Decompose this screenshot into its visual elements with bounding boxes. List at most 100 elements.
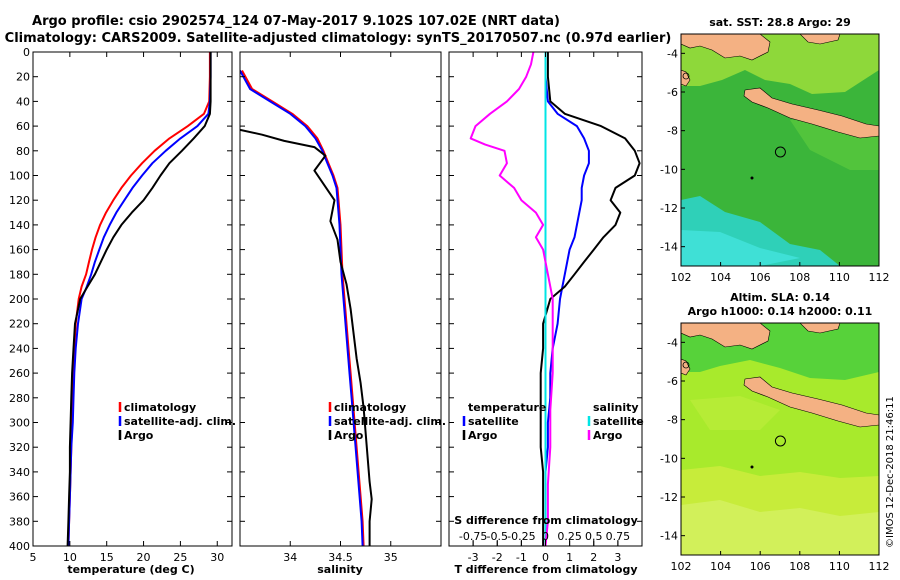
sst-map-argo-position-marker	[774, 146, 786, 158]
salinity-xtick-label: 35	[384, 551, 398, 564]
sst-map-xtick-label: 112	[869, 271, 890, 284]
sla-map-ytick-label: -4	[667, 336, 678, 349]
depth-ytick-label: 80	[16, 145, 30, 158]
salinity-legend: climatology satellite-adj. clim. Argo	[334, 401, 446, 442]
sst-map-ytick-label: -14	[660, 241, 678, 254]
difference-s-tick-label: -0.25	[507, 530, 535, 543]
depth-ytick-label: 400	[9, 540, 30, 553]
difference-legend-salinity: salinity satellite Argo	[593, 401, 644, 442]
sla-map-ytick-label: -12	[660, 491, 678, 504]
salinity-panel: 34 34.5 35 climatology satellite-adj. clim…	[239, 51, 446, 576]
depth-ytick-label: 300	[9, 417, 30, 430]
salinity-legend-climatology: climatology	[334, 401, 406, 414]
depth-ytick-label: 360	[9, 491, 30, 504]
difference-xtick-label: -2	[492, 551, 503, 564]
legend-salinity-satellite: satellite	[593, 415, 644, 428]
sst-map-ytick-label: -10	[660, 163, 678, 176]
difference-legend-temperature: temperature satellite Argo	[468, 401, 546, 442]
temperature-xtick-label: 20	[137, 551, 151, 564]
difference-series-t-argo	[539, 52, 641, 546]
temperature-series-argo	[66, 52, 212, 546]
temperature-xtick-label: 25	[173, 551, 187, 564]
sla-map-ytick-label: -6	[667, 375, 678, 388]
sla-map-xtick-label: 102	[671, 560, 692, 573]
difference-xtick-label: 3	[614, 551, 621, 564]
sst-map-xtick-label: 102	[671, 271, 692, 284]
sst-map-ytick-label: -6	[667, 86, 678, 99]
temperature-legend-argo: Argo	[124, 429, 154, 442]
depth-ytick-label: 320	[9, 441, 30, 454]
difference-panel: -3 -2 -1 0 1 2 3 -0.75 -0.5 -0.25 0 0.25 0.5 0.75 tem…	[448, 51, 644, 576]
salinity-axes-frame	[239, 51, 442, 547]
temperature-xtick-label: 5	[30, 551, 37, 564]
sla-map-frame	[680, 322, 880, 556]
s-difference-label: S difference from climatology	[454, 514, 638, 527]
temperature-xtick-label: 10	[63, 551, 77, 564]
depth-ytick-label: 380	[9, 515, 30, 528]
depth-ytick-label: 280	[9, 392, 30, 405]
sla-map-subtitle: Argo h1000: 0.14 h2000: 0.11	[688, 305, 873, 318]
difference-s-tick-label: 0	[542, 530, 549, 543]
difference-xtick-label: -3	[468, 551, 479, 564]
salinity-xlabel: salinity	[317, 563, 363, 576]
depth-ytick-label: 160	[9, 244, 30, 257]
title-line-1: Argo profile: csio 2902574_124 07-May-20…	[32, 14, 560, 29]
difference-s-tick-label: -0.75	[459, 530, 487, 543]
difference-xtick-label: 0	[542, 551, 549, 564]
sla-map-xtick-label: 108	[789, 560, 810, 573]
title-line-2: Climatology: CARS2009. Satellite-adjuste…	[5, 31, 672, 46]
depth-ytick-label: 240	[9, 342, 30, 355]
temperature-legend-satellite: satellite-adj. clim.	[124, 415, 236, 428]
depth-ytick-label: 40	[16, 95, 30, 108]
sst-map-xtick-label: 110	[829, 271, 850, 284]
sla-map-xtick-label: 112	[869, 560, 890, 573]
sst-map-ytick-label: -4	[667, 47, 678, 60]
sla-map-image	[681, 323, 879, 555]
difference-s-tick-label: -0.5	[487, 530, 508, 543]
temperature-xtick-label: 30	[210, 551, 224, 564]
legend-temperature-satellite: satellite	[468, 415, 519, 428]
sla-map-xtick-label: 104	[710, 560, 731, 573]
legend-salinity-header: salinity	[593, 401, 639, 414]
sst-map-frame	[680, 33, 880, 267]
salinity-series-argo	[240, 128, 373, 546]
temperature-xtick-label: 15	[100, 551, 114, 564]
depth-ytick-label: 140	[9, 219, 30, 232]
temperature-axes-frame	[32, 51, 233, 547]
sst-map-image	[681, 34, 879, 266]
legend-temperature-header: temperature	[468, 401, 546, 414]
salinity-xtick-label: 34.5	[328, 551, 353, 564]
difference-s-tick-label: 0.75	[606, 530, 631, 543]
salinity-series-climatology	[241, 70, 365, 546]
sla-map-ytick-label: -10	[660, 452, 678, 465]
temperature-series-climatology	[67, 52, 211, 546]
salinity-xtick-label: 34	[283, 551, 297, 564]
difference-xtick-label: 2	[590, 551, 597, 564]
salinity-legend-satellite: satellite-adj. clim.	[334, 415, 446, 428]
copyright-stamp: ©IMOS 12-Dec-2018 21:46:11	[885, 396, 896, 548]
difference-series-t-satellite	[544, 52, 590, 546]
depth-ytick-label: 180	[9, 268, 30, 281]
depth-ytick-label: 0	[23, 46, 30, 59]
difference-xtick-label: -1	[516, 551, 527, 564]
difference-s-tick-label: 0.5	[585, 530, 603, 543]
sst-map-xtick-label: 108	[789, 271, 810, 284]
sla-map-argo-position-marker	[774, 435, 786, 447]
sst-map-ytick-label: -8	[667, 125, 678, 138]
sla-map-xtick-label: 110	[829, 560, 850, 573]
difference-series-s-argo	[469, 52, 554, 546]
temperature-legend: climatology satellite-adj. clim. Argo	[124, 401, 236, 442]
sst-map-ytick-label: -12	[660, 202, 678, 215]
depth-ytick-label: 120	[9, 194, 30, 207]
sla-map-title: Altim. SLA: 0.14	[730, 291, 830, 304]
depth-ytick-label: 260	[9, 367, 30, 380]
depth-ytick-label: 340	[9, 466, 30, 479]
sla-map-ytick-label: -8	[667, 414, 678, 427]
sst-map-xtick-label: 104	[710, 271, 731, 284]
sla-map-ytick-label: -14	[660, 530, 678, 543]
depth-ytick-label: 20	[16, 71, 30, 84]
difference-xtick-label: 1	[566, 551, 573, 564]
sst-map-title: sat. SST: 28.8 Argo: 29	[709, 16, 851, 29]
temperature-series-satellite-adj-clim	[67, 52, 212, 546]
sla-map-panel: Altim. SLA: 0.14 Argo h1000: 0.14 h2000:…	[660, 291, 889, 573]
